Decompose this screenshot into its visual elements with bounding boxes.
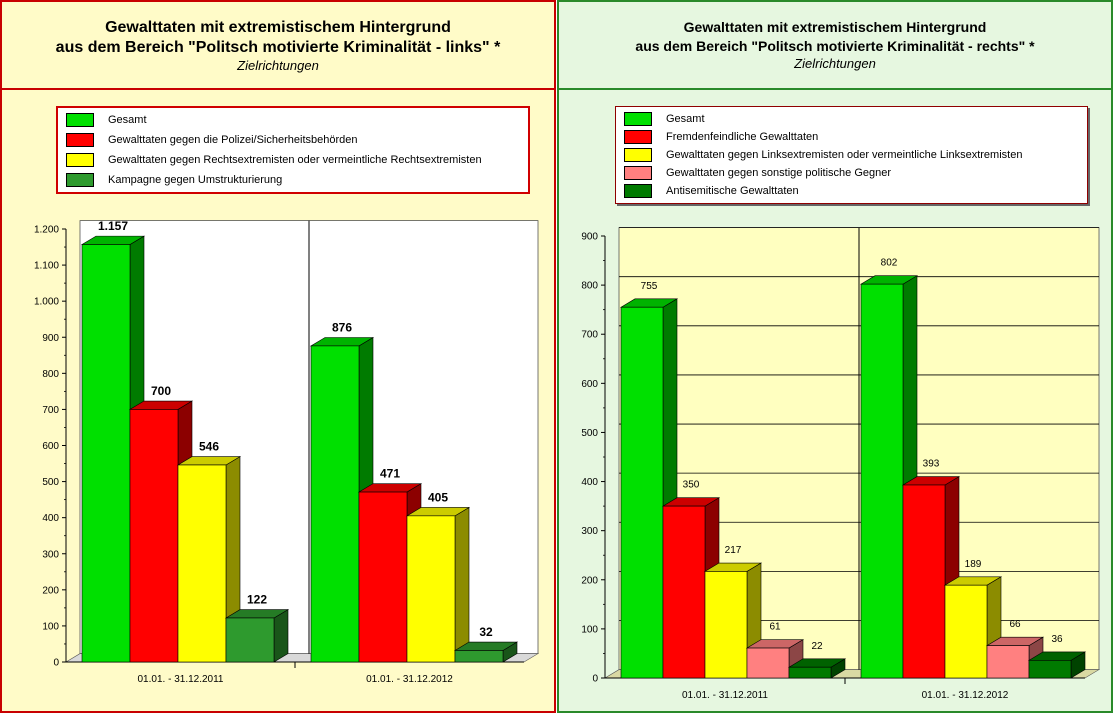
bar [860, 283, 904, 679]
legend-label: Gewalttaten gegen Linksextremisten oder … [666, 149, 1023, 161]
right-title-box: Gewalttaten mit extremistischem Hintergr… [559, 2, 1111, 90]
data-label: 122 [247, 593, 267, 607]
bar-side [273, 609, 289, 663]
left-bar-chart: 0 100 200 300 400 500 600 700 800 900 1.000 1.100 1.… [34, 219, 540, 685]
y-tick-label: 900 [42, 333, 59, 344]
legend-swatch [66, 153, 94, 167]
data-label: 755 [641, 281, 658, 292]
bar [406, 515, 456, 663]
bar [225, 617, 275, 663]
y-tick-label: 0 [592, 674, 598, 685]
right-subtitle: Zielrichtungen [794, 56, 876, 71]
y-tick-label: 200 [42, 585, 59, 596]
legend-label: Gesamt [108, 114, 147, 126]
y-tick-label: 700 [42, 405, 59, 416]
right-title-line1: Gewalttaten mit extremistischem Hintergr… [683, 19, 987, 35]
data-label: 1.157 [98, 219, 128, 233]
data-label: 700 [151, 384, 171, 398]
x-tick-label: 01.01. - 31.12.2012 [922, 690, 1009, 701]
data-label: 32 [479, 625, 493, 639]
legend-label: Gewalttaten gegen sonstige politische Ge… [666, 167, 892, 179]
y-tick-label: 700 [581, 330, 598, 341]
legend-swatch [624, 130, 652, 144]
bar [620, 306, 664, 679]
data-label: 876 [332, 321, 352, 335]
y-tick-label: 1.000 [34, 297, 59, 308]
bar [986, 645, 1030, 679]
legend-swatch [66, 113, 94, 127]
bar-side [454, 506, 470, 663]
y-tick-label: 800 [581, 281, 598, 292]
y-tick-label: 400 [42, 513, 59, 524]
y-tick-label: 600 [42, 441, 59, 452]
data-label: 471 [380, 467, 400, 481]
y-tick-label: 800 [42, 369, 59, 380]
data-label: 36 [1051, 634, 1063, 645]
data-label: 393 [923, 459, 940, 470]
y-tick-label: 900 [581, 232, 598, 243]
bar [358, 491, 408, 663]
y-tick-label: 1.100 [34, 261, 59, 272]
bar [662, 505, 706, 679]
y-tick-label: 500 [42, 477, 59, 488]
y-tick-label: 400 [581, 477, 598, 488]
x-tick-label: 01.01. - 31.12.2011 [138, 674, 224, 685]
bar [902, 484, 946, 679]
bar [788, 666, 832, 679]
legend-swatch [624, 184, 652, 198]
data-label: 22 [811, 641, 823, 652]
legend-label: Gewalttaten gegen Rechtsextremisten oder… [108, 154, 482, 166]
legend-swatch [624, 112, 652, 126]
right-title-line2: aus dem Bereich "Politsch motivierte Kri… [635, 38, 1035, 54]
left-legend: Gesamt Gewalttaten gegen die Polizei/Sich… [56, 106, 530, 194]
bar [1028, 660, 1072, 679]
data-label: 802 [881, 258, 898, 269]
left-chart-panel: Gewalttaten mit extremistischem Hintergr… [0, 0, 556, 713]
bar [81, 244, 131, 663]
left-title-box: Gewalttaten mit extremistischem Hintergr… [2, 2, 554, 90]
y-tick-label: 100 [581, 624, 598, 635]
bar [944, 584, 988, 679]
legend-label: Antisemitische Gewalttaten [666, 185, 799, 197]
bar [746, 647, 790, 679]
y-tick-label: 500 [581, 428, 598, 439]
data-label: 61 [769, 622, 781, 633]
y-tick-label: 300 [581, 526, 598, 537]
legend-swatch [66, 133, 94, 147]
data-label: 66 [1009, 619, 1021, 630]
right-legend: Gesamt Fremdenfeindliche Gewalttaten Gewal… [615, 106, 1088, 204]
right-chart-panel: Gewalttaten mit extremistischem Hintergr… [557, 0, 1113, 713]
legend-swatch [624, 166, 652, 180]
legend-label: Fremdenfeindliche Gewalttaten [666, 131, 819, 143]
data-label: 546 [199, 440, 219, 454]
bar [310, 345, 360, 663]
data-label: 189 [965, 559, 982, 570]
x-tick-label: 01.01. - 31.12.2011 [682, 690, 768, 701]
data-label: 350 [683, 480, 700, 491]
left-subtitle: Zielrichtungen [237, 58, 319, 73]
legend-label: Kampagne gegen Umstrukturierung [108, 174, 283, 186]
left-title-line1: Gewalttaten mit extremistischem Hintergr… [105, 19, 451, 36]
y-tick-label: 200 [581, 575, 598, 586]
legend-swatch [624, 148, 652, 162]
bar [177, 464, 227, 663]
bar [704, 571, 748, 679]
legend-swatch [66, 173, 94, 187]
legend-label: Gesamt [666, 113, 705, 125]
y-tick-label: 600 [581, 379, 598, 390]
y-tick-label: 0 [53, 658, 59, 669]
legend-label: Gewalttaten gegen die Polizei/Sicherheit… [108, 134, 358, 146]
bar [454, 650, 504, 663]
data-label: 217 [725, 545, 742, 556]
data-label: 405 [428, 490, 448, 504]
y-tick-label: 1.200 [34, 225, 59, 236]
x-tick-label: 01.01. - 31.12.2012 [366, 674, 453, 685]
right-bar-chart: 0 100 200 300 400 500 600 700 800 900 01.01. - 31.… [581, 227, 1101, 701]
left-title-line2: aus dem Bereich "Politsch motivierte Kri… [55, 39, 501, 56]
y-tick-label: 100 [42, 621, 59, 632]
y-tick-label: 300 [42, 549, 59, 560]
bar [129, 409, 179, 663]
